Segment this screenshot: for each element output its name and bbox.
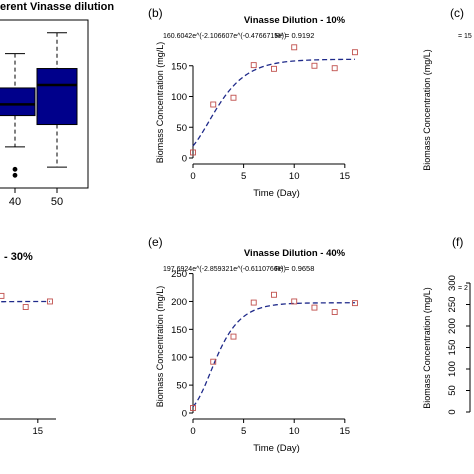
data-point bbox=[190, 149, 196, 156]
y-tick-label: 0 bbox=[447, 409, 458, 414]
data-point bbox=[311, 62, 318, 69]
y-axis-label: Biomass Concentration (mg/L) bbox=[155, 42, 165, 164]
x-axis-label: Time (Day) bbox=[253, 443, 300, 454]
panel-a-frame bbox=[0, 19, 89, 189]
x-tick-label: 5 bbox=[241, 171, 246, 182]
y-axis-label: Biomass Concentration (mg/L) bbox=[422, 287, 432, 409]
data-point bbox=[22, 304, 29, 310]
x-tick-label: 10 bbox=[289, 426, 300, 437]
data-point bbox=[291, 44, 298, 51]
fit-curve bbox=[192, 302, 355, 408]
data-point bbox=[331, 65, 338, 72]
data-point bbox=[331, 309, 338, 316]
data-point bbox=[250, 299, 257, 306]
x-tick-label: 10 bbox=[289, 171, 300, 182]
box-body bbox=[36, 68, 78, 126]
y-tick-label: 250 bbox=[171, 269, 187, 280]
x-tick-label: 5 bbox=[241, 426, 246, 437]
panel-a-title: erent Vinasse dilution bbox=[0, 1, 114, 13]
x-axis-label: Time (Day) bbox=[253, 188, 300, 199]
panel-f-label: (f) bbox=[452, 235, 463, 249]
panel-a-boxplot: erent Vinasse dilution 40 50 bbox=[0, 1, 114, 208]
data-point bbox=[351, 49, 358, 56]
data-point bbox=[311, 304, 318, 311]
data-point bbox=[210, 101, 217, 108]
x-tick-label: 15 bbox=[33, 426, 44, 437]
r-squared-label: R² = 0.9192 bbox=[275, 31, 314, 40]
data-point bbox=[46, 298, 53, 305]
y-tick-label: 200 bbox=[171, 297, 187, 308]
fit-equation-label: = 2 bbox=[458, 285, 468, 292]
box-outlier bbox=[12, 172, 18, 178]
r-squared-label: R² = 0.9658 bbox=[275, 264, 314, 273]
panel-e-chart: (e) Vinasse Dilution - 40%05010015020025… bbox=[148, 235, 358, 454]
panel-d-chart: - 30% 15 bbox=[0, 251, 56, 437]
y-axis-label: Biomass Concentration (mg/L) bbox=[422, 49, 432, 171]
chart-title: Vinasse Dilution - 40% bbox=[244, 248, 346, 259]
data-point bbox=[291, 298, 298, 305]
x-tick-label: 15 bbox=[340, 171, 351, 182]
data-point bbox=[351, 300, 358, 307]
box-outlier bbox=[12, 166, 18, 172]
y-tick-label: 0 bbox=[182, 154, 187, 165]
fit-equation-label: 197.6924e^(-2.859321e^(-0.6110766x)) bbox=[163, 266, 286, 273]
x-tick-label: 15 bbox=[340, 426, 351, 437]
y-tick-label: 50 bbox=[176, 381, 187, 392]
data-point bbox=[0, 292, 5, 299]
data-point bbox=[230, 333, 237, 340]
y-tick-label: 150 bbox=[447, 340, 458, 356]
y-tick-label: 150 bbox=[171, 325, 187, 336]
y-tick-label: 0 bbox=[182, 409, 187, 420]
panel-f-chart: (f) 0 50 100 150 200 250 300 Biomass Concentrat… bbox=[422, 235, 471, 415]
data-point bbox=[271, 291, 277, 298]
y-axis-label: Biomass Concentration (mg/L) bbox=[155, 286, 165, 408]
fit-equation-label: = 15 bbox=[458, 33, 472, 40]
x-tick-label: 40 bbox=[9, 196, 21, 208]
data-point bbox=[230, 94, 237, 101]
panel-e-label: (e) bbox=[148, 235, 163, 249]
y-tick-label: 250 bbox=[447, 297, 458, 313]
x-tick-label: 0 bbox=[190, 171, 195, 182]
chart-title: Vinasse Dilution - 10% bbox=[244, 15, 346, 26]
panel-b-label: (b) bbox=[148, 6, 163, 20]
y-tick-label: 100 bbox=[171, 92, 187, 103]
panel-c-label: (c) bbox=[450, 6, 464, 20]
data-point bbox=[271, 65, 277, 72]
y-tick-label: 150 bbox=[171, 61, 187, 72]
data-point bbox=[250, 62, 257, 69]
fit-curve bbox=[192, 58, 355, 147]
fit-curve bbox=[0, 300, 50, 303]
y-tick-label: 50 bbox=[447, 385, 458, 396]
y-tick-label: 300 bbox=[447, 275, 458, 291]
panel-c-chart: (c) Biomass Concentration (mg/L) = 15 bbox=[422, 6, 472, 171]
y-tick-label: 50 bbox=[176, 123, 187, 134]
panel-d-title: - 30% bbox=[4, 251, 33, 263]
data-point bbox=[210, 358, 217, 365]
y-tick-label: 100 bbox=[447, 361, 458, 377]
x-tick-label: 0 bbox=[190, 426, 195, 437]
box-body bbox=[0, 87, 36, 117]
y-tick-label: 200 bbox=[447, 318, 458, 334]
panel-b-chart: (b) Vinasse Dilution - 10% 0 50 100 150 0 5 10 1… bbox=[148, 6, 358, 199]
x-tick-label: 50 bbox=[51, 196, 63, 208]
y-tick-label: 100 bbox=[171, 353, 187, 364]
fit-equation-label: 160.6042e^(-2.106607e^(-0.4766715x)) bbox=[163, 33, 286, 40]
data-point bbox=[190, 405, 196, 411]
